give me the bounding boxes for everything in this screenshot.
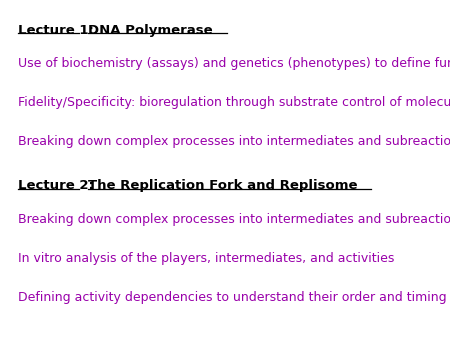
Text: Fidelity/Specificity: bioregulation through substrate control of molecular choic: Fidelity/Specificity: bioregulation thro… bbox=[18, 96, 450, 109]
Text: Use of biochemistry (assays) and genetics (phenotypes) to define function: Use of biochemistry (assays) and genetic… bbox=[18, 57, 450, 70]
Text: Lecture 2:: Lecture 2: bbox=[18, 179, 94, 192]
Text: The Replication Fork and Replisome: The Replication Fork and Replisome bbox=[88, 179, 357, 192]
Text: Breaking down complex processes into intermediates and subreactions: Breaking down complex processes into int… bbox=[18, 213, 450, 226]
Text: Defining activity dependencies to understand their order and timing: Defining activity dependencies to unders… bbox=[18, 291, 446, 304]
Text: DNA Polymerase: DNA Polymerase bbox=[88, 24, 212, 37]
Text: Breaking down complex processes into intermediates and subreactions: Breaking down complex processes into int… bbox=[18, 135, 450, 148]
Text: Lecture 1:: Lecture 1: bbox=[18, 24, 94, 37]
Text: In vitro analysis of the players, intermediates, and activities: In vitro analysis of the players, interm… bbox=[18, 252, 394, 265]
